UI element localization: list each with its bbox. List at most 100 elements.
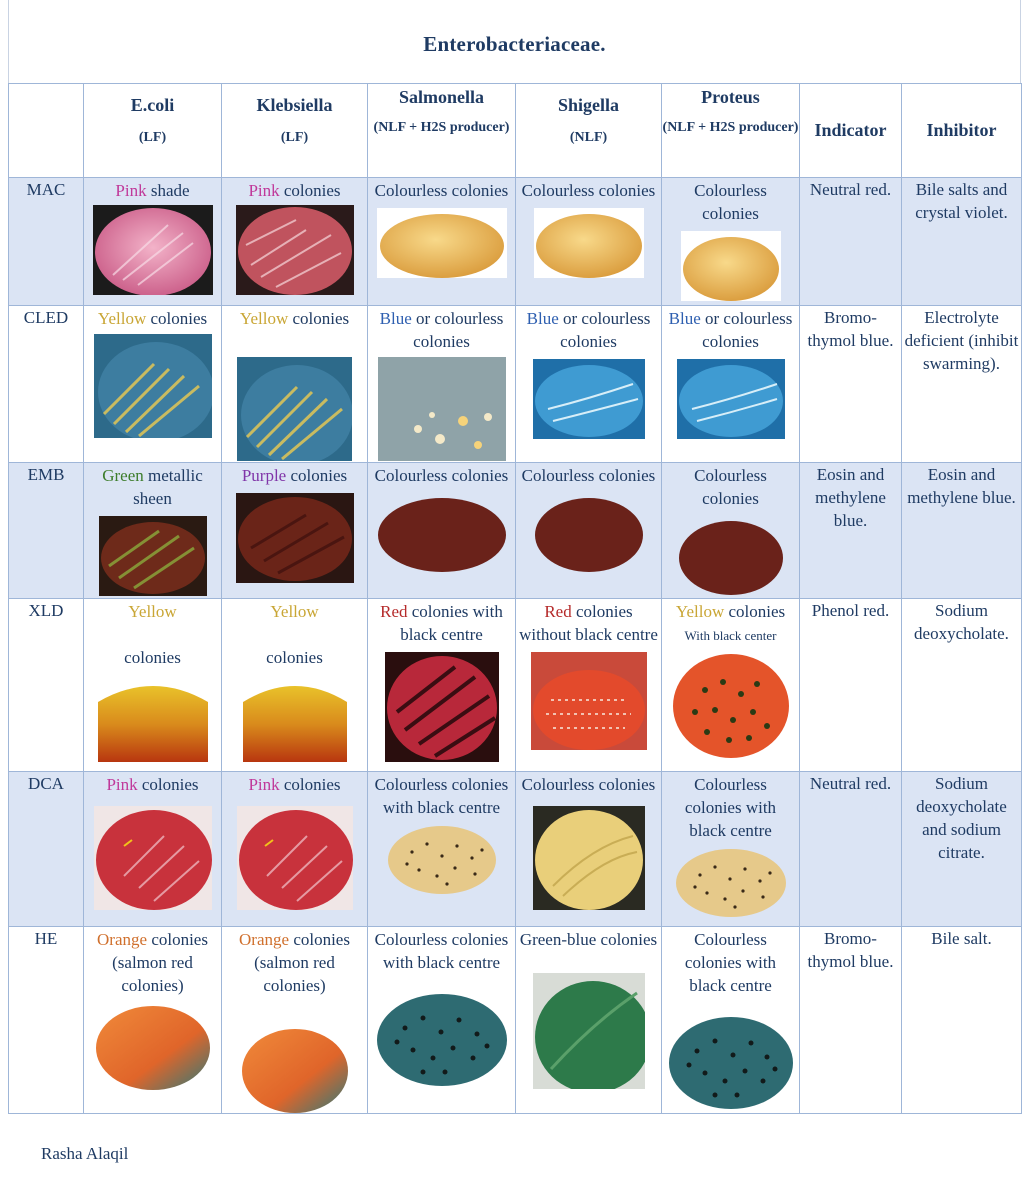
cell-klebsiella: Yellow colonies [221,305,368,463]
cell-description: Colourless colonies with black centre [374,930,509,972]
header-indicator: Indicator [799,83,902,178]
cell-ecoli: Yellow colonies [83,305,222,463]
cell-description: Yellow colonies [675,602,786,621]
plate-image [98,516,207,596]
cell-description: Colourless colonies [694,181,767,223]
cell-klebsiella: Yellow colonies [221,598,368,772]
row-dca: DCA Pink colonies Pink colonies Colourle… [8,771,1022,927]
cell-inhibitor: Electrolyte deficient (inhibit swarming)… [901,305,1022,463]
plate-image [680,231,781,301]
cell-inhibitor: Eosin and methylene blue. [901,462,1022,599]
row-cled: CLED Yellow colonies Yellow colonies Blu… [8,305,1022,463]
cell-description: Pink shade [115,181,190,200]
cell-inhibitor: Bile salt. [901,926,1022,1114]
header-row: E.coli (LF) Klebsiella (LF) Salmonella (NLF… [8,83,1022,178]
cell-description: Pink colonies [106,775,199,794]
row-mac: MAC Pink shade Pink colonies Colourless … [8,177,1022,306]
header-ecoli: E.coli (LF) [83,83,222,178]
plate-image [532,973,645,1089]
cell-indicator: Neutral red. [799,177,902,306]
cell-indicator: Neutral red. [799,771,902,927]
cell-shigella: Colourless colonies [515,177,662,306]
cell-shigella: Blue or colourless colonies [515,305,662,463]
cell-description: Yellow colonies [266,602,323,667]
plate-image [93,1000,212,1090]
cell-description: Yellow colonies [239,309,350,328]
cell-inhibitor: Bile salts and crystal violet. [901,177,1022,306]
cell-salmonella: Colourless colonies with black centre [367,926,516,1114]
row-emb: EMB Green metallic sheen Purple colonies… [8,462,1022,599]
cell-description: Colourless colonies with black centre [374,775,509,817]
page-edge-right [1020,0,1021,83]
plate-image [533,208,644,278]
header-inhibitor: Inhibitor [901,83,1022,178]
plate-image [374,988,509,1088]
cell-shigella: Colourless colonies [515,462,662,599]
plate-image [530,652,647,750]
cell-description: Orange colonies (salmon red colonies) [239,930,350,995]
cell-klebsiella: Pink colonies [221,771,368,927]
plate-image [93,672,212,762]
plate-image [532,806,645,910]
cell-klebsiella: Purple colonies [221,462,368,599]
cell-description: Purple colonies [241,466,348,485]
cell-shigella: Colourless colonies [515,771,662,927]
plate-image [92,205,213,295]
header-salmonella: Salmonella (NLF + H2S producer) [367,83,516,178]
cell-description: Yellow colonies [124,602,181,667]
cell-description: Colourless colonies [521,181,656,200]
cell-description: Colourless colonies with black centre [684,775,777,840]
plate-image [239,1023,350,1113]
cell-proteus: Colourless colonies with black centre [661,771,800,927]
cell-shigella: Red colonies without black centre [515,598,662,772]
cell-salmonella: Colourless colonies with black centre [367,771,516,927]
cell-description: Colourless colonies [374,466,509,485]
cell-proteus: Yellow colonies With black center [661,598,800,772]
author-signature: Rasha Alaqil [41,1144,129,1163]
page-title: Enterobacteriaceae. [423,32,606,56]
plate-image [235,493,354,583]
cell-description: Red colonies without black centre [519,602,658,644]
cell-salmonella: Colourless colonies [367,462,516,599]
plate-image [532,359,645,439]
row-he: HE Orange colonies (salmon red colonies)… [8,926,1022,1114]
plate-image [674,845,787,919]
plate-image [676,516,785,596]
plate-image [377,357,506,461]
cell-shigella: Green-blue colonies [515,926,662,1114]
cell-proteus: Colourless colonies [661,177,800,306]
cell-salmonella: Blue or colourless colonies [367,305,516,463]
cell-description: Pink colonies [248,181,341,200]
cell-klebsiella: Orange colonies (salmon red colonies) [221,926,368,1114]
plate-image [676,359,785,439]
cell-description: Colourless colonies [374,181,509,200]
cell-ecoli: Yellow colonies [83,598,222,772]
cell-description: Blue or colourless colonies [379,309,504,351]
medium-label: MAC [8,177,84,306]
cell-indicator: Bromo-thymol blue. [799,926,902,1114]
cell-description: Colourless colonies with black centre [684,930,777,995]
medium-label: CLED [8,305,84,463]
plate-image [376,208,507,278]
plate-image [236,806,353,910]
cell-ecoli: Orange colonies (salmon red colonies) [83,926,222,1114]
cell-proteus: Colourless colonies [661,462,800,599]
cell-description: Colourless colonies [521,775,656,794]
cell-description: Green metallic sheen [102,466,203,508]
cell-inhibitor: Sodium deoxycholate and sodium citrate. [901,771,1022,927]
page-edge-left [8,0,9,83]
medium-label: XLD [8,598,84,772]
cell-ecoli: Pink shade [83,177,222,306]
header-corner [8,83,84,178]
plate-image [235,205,354,295]
plate-image [237,357,352,461]
cell-salmonella: Red colonies with black centre [367,598,516,772]
cell-note: With black center [684,628,777,643]
header-proteus: Proteus (NLF + H2S producer) [661,83,800,178]
cell-ecoli: Pink colonies [83,771,222,927]
cell-description: Red colonies with black centre [380,602,503,644]
cell-salmonella: Colourless colonies [367,177,516,306]
medium-label: DCA [8,771,84,927]
cell-description: Blue or colourless colonies [668,309,793,351]
